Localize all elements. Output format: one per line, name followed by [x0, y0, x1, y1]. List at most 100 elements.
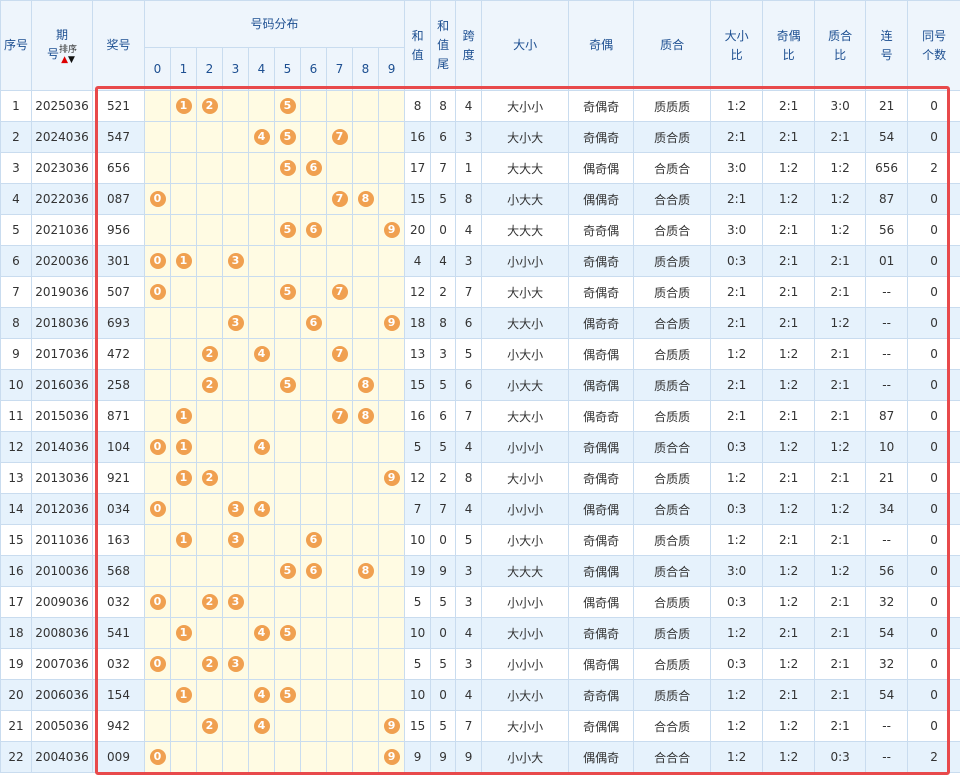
cell-prime: 合合合: [633, 741, 712, 773]
number-ball: 2: [201, 656, 218, 672]
cell-bs-ratio: 0:3: [710, 493, 764, 525]
distribution-cell: [274, 586, 301, 618]
header-cell: 大小 比: [710, 0, 764, 91]
cell-big-small: 大小小: [481, 90, 570, 122]
distribution-cell: [326, 679, 353, 711]
cell-consec: 87: [865, 183, 909, 215]
distribution-cell: [352, 431, 379, 463]
cell-sum-tail: 0: [430, 679, 457, 711]
distribution-cell: [196, 245, 223, 277]
cell-bs-ratio: 2:1: [710, 369, 764, 401]
distribution-cell: [352, 121, 379, 153]
cell-prize: 258: [92, 369, 145, 401]
cell-oe-ratio: 1:2: [762, 338, 816, 370]
digit-header: 3: [222, 47, 249, 91]
cell-oe-ratio: 2:1: [762, 400, 816, 432]
distribution-cell: 0: [144, 586, 171, 618]
distribution-cell: [300, 431, 327, 463]
cell-sum: 12: [404, 276, 432, 308]
cell-oe-ratio: 1:2: [762, 431, 816, 463]
cell-odd-even: 奇偶奇: [568, 617, 635, 649]
distribution-cell: [144, 679, 171, 711]
table-row: 15 2011036 163 1 3 6 10 0 5 小大小 奇偶奇 质合质 1:2 2:1 2:1 -- 0: [0, 524, 960, 556]
cell-prime: 合质质: [633, 648, 712, 680]
distribution-cell: [170, 214, 197, 246]
cell-oe-ratio: 1:2: [762, 741, 816, 773]
number-ball: 6: [305, 160, 322, 176]
cell-bs-ratio: 2:1: [710, 307, 764, 339]
cell-period: 2017036: [31, 338, 93, 370]
distribution-cell: [144, 369, 171, 401]
distribution-cell: 1: [170, 617, 197, 649]
cell-period: 2016036: [31, 369, 93, 401]
distribution-cell: 5: [274, 152, 301, 184]
number-ball: 7: [331, 191, 348, 207]
distribution-cell: [222, 338, 249, 370]
cell-bs-ratio: 1:2: [710, 741, 764, 773]
cell-span: 4: [455, 679, 483, 711]
distribution-cell: [196, 493, 223, 525]
cell-pc-ratio: 3:0: [814, 90, 867, 122]
number-ball: 6: [305, 563, 322, 579]
cell-no: 6: [0, 245, 32, 277]
cell-odd-even: 偶奇偶: [568, 648, 635, 680]
cell-odd-even: 奇偶奇: [568, 276, 635, 308]
cell-sum-tail: 9: [430, 741, 457, 773]
cell-sum-tail: 5: [430, 431, 457, 463]
cell-sum-tail: 5: [430, 586, 457, 618]
cell-span: 3: [455, 245, 483, 277]
cell-oe-ratio: 2:1: [762, 307, 816, 339]
number-ball: 1: [175, 470, 192, 486]
distribution-cell: 5: [274, 276, 301, 308]
distribution-cell: [248, 586, 275, 618]
table-row: 14 2012036 034 0 3 4 7 7 4 小小小 偶奇偶 合质合 0:3 1:2 1:2 34 0: [0, 493, 960, 525]
cell-span: 4: [455, 214, 483, 246]
distribution-cell: [170, 121, 197, 153]
cell-prize: 087: [92, 183, 145, 215]
cell-sum: 12: [404, 462, 432, 494]
distribution-cell: 5: [274, 369, 301, 401]
number-ball: 5: [279, 563, 296, 579]
sort-button[interactable]: 排序 ▲▼: [59, 45, 77, 65]
distribution-cell: [222, 431, 249, 463]
cell-odd-even: 奇偶奇: [568, 90, 635, 122]
number-ball: 0: [149, 749, 166, 765]
cell-pc-ratio: 2:1: [814, 400, 867, 432]
distribution-cell: [274, 648, 301, 680]
header-text: 期 号: [46, 28, 68, 61]
cell-prize: 163: [92, 524, 145, 556]
header-row: 序号 期 号排序 ▲▼ 奖号 号码分布 和 值 和 值 尾 跨 度 大小 奇偶 质…: [0, 0, 960, 91]
distribution-cell: [300, 648, 327, 680]
distribution-cell: 9: [377, 307, 406, 339]
distribution-cell: [196, 679, 223, 711]
cell-no: 17: [0, 586, 32, 618]
table-row: 11 2015036 871 1 7 8 16 6 7 大大小 偶奇奇 合质质 2:1 2:1 2:1 87 0: [0, 400, 960, 432]
cell-oe-ratio: 2:1: [762, 276, 816, 308]
number-ball: 2: [201, 594, 218, 610]
cell-bs-ratio: 3:0: [710, 555, 764, 587]
distribution-cell: 0: [144, 245, 171, 277]
cell-no: 19: [0, 648, 32, 680]
number-ball: 3: [227, 532, 244, 548]
number-ball: 4: [253, 718, 270, 734]
distribution-cell: [170, 555, 197, 587]
distribution-cell: 5: [274, 555, 301, 587]
distribution-cell: 7: [326, 276, 353, 308]
distribution-cell: 3: [222, 307, 249, 339]
cell-consec: --: [865, 710, 909, 742]
cell-oe-ratio: 2:1: [762, 462, 816, 494]
number-ball: 1: [175, 532, 192, 548]
cell-period: 2006036: [31, 679, 93, 711]
distribution-cell: [170, 586, 197, 618]
cell-span: 8: [455, 183, 483, 215]
cell-same: 0: [907, 214, 960, 246]
number-ball: 1: [175, 687, 192, 703]
distribution-cell: [248, 152, 275, 184]
cell-period: 2009036: [31, 586, 93, 618]
cell-prime: 质合质: [633, 276, 712, 308]
distribution-cell: [144, 152, 171, 184]
cell-same: 0: [907, 524, 960, 556]
cell-same: 0: [907, 555, 960, 587]
